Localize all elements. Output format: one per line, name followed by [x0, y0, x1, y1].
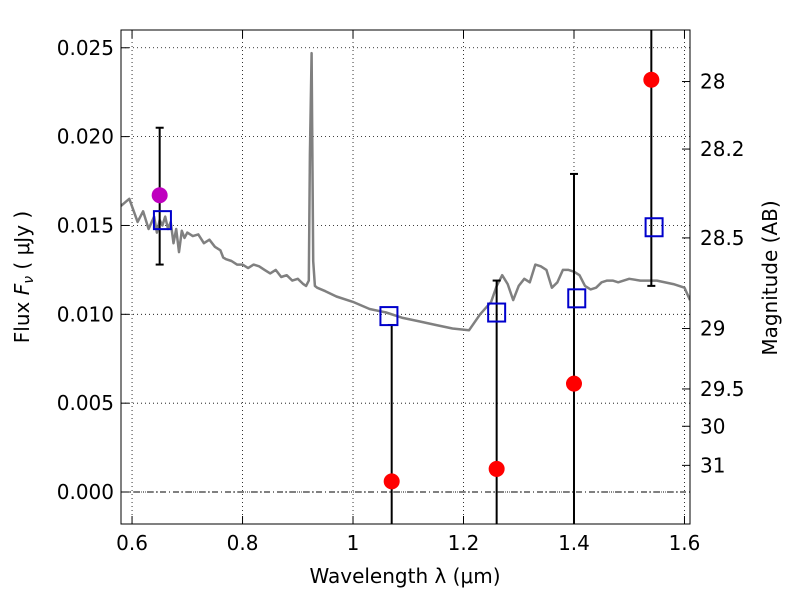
observed-point-0 [151, 187, 168, 204]
y-axis-label-suffix: ( μJy ) [10, 211, 34, 276]
axis-ticks [121, 30, 690, 524]
y-tick-label-4: 0.020 [57, 125, 114, 149]
y-axis-label-var: F [10, 283, 34, 295]
y-right-tick-label-3: 29 [700, 317, 725, 341]
y-right-tick-label-5: 30 [700, 414, 725, 438]
observed-points [151, 71, 660, 490]
y-tick-label-0: 0.000 [57, 480, 114, 504]
y-right-tick-label-2: 28.5 [700, 226, 745, 250]
observed-point-1 [383, 473, 400, 490]
x-tick-label-1: 0.8 [227, 531, 259, 555]
plot-frame [120, 29, 691, 525]
model-point-4 [644, 217, 664, 238]
x-tick-label-0: 0.6 [116, 531, 148, 555]
x-axis-label: Wavelength λ (μm) [309, 564, 500, 588]
plot-background [121, 30, 690, 524]
x-tick-label-2: 1 [347, 531, 360, 555]
y-right-tick-label-1: 28.2 [700, 137, 745, 161]
observed-point-2 [488, 460, 505, 477]
grid [121, 30, 690, 524]
y-axis-label: Flux Fν ( μJy ) [10, 211, 37, 343]
y-tick-label-3: 0.015 [57, 213, 114, 237]
x-tick-label-3: 1.2 [448, 531, 480, 555]
tick-labels: 0.6 0.8 1 1.2 1.4 1.6 0.000 0.005 0.010 0.015 0.02… [57, 36, 745, 555]
model-point-1 [379, 306, 399, 327]
y-tick-label-2: 0.010 [57, 302, 114, 326]
y-tick-label-5: 0.025 [57, 36, 114, 60]
y-tick-label-1: 0.005 [57, 391, 114, 415]
y-right-tick-label-0: 28 [700, 70, 725, 94]
model-point-0 [152, 210, 172, 231]
y-right-tick-label-4: 29.5 [700, 377, 745, 401]
y-axis-label-sub: ν [21, 276, 37, 284]
model-spectrum-line [121, 51, 690, 332]
model-points [152, 210, 664, 327]
y-axis-label-prefix: Flux [10, 295, 34, 343]
y-right-tick-label-6: 31 [700, 453, 725, 477]
observed-point-4 [643, 71, 660, 88]
x-tick-label-5: 1.6 [669, 531, 701, 555]
y-right-axis-label: Magnitude (AB) [758, 200, 782, 355]
model-point-2 [487, 302, 507, 323]
error-bars [155, 30, 656, 524]
model-point-3 [567, 288, 587, 309]
x-tick-label-4: 1.4 [558, 531, 590, 555]
observed-point-3 [565, 375, 582, 392]
